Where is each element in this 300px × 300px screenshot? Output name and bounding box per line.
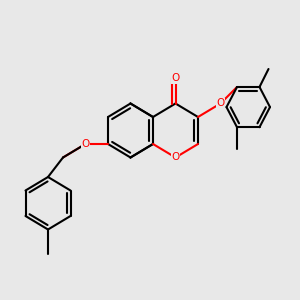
Text: O: O <box>216 98 225 109</box>
Text: O: O <box>81 139 90 149</box>
Text: O: O <box>171 73 180 83</box>
Text: O: O <box>171 152 180 163</box>
